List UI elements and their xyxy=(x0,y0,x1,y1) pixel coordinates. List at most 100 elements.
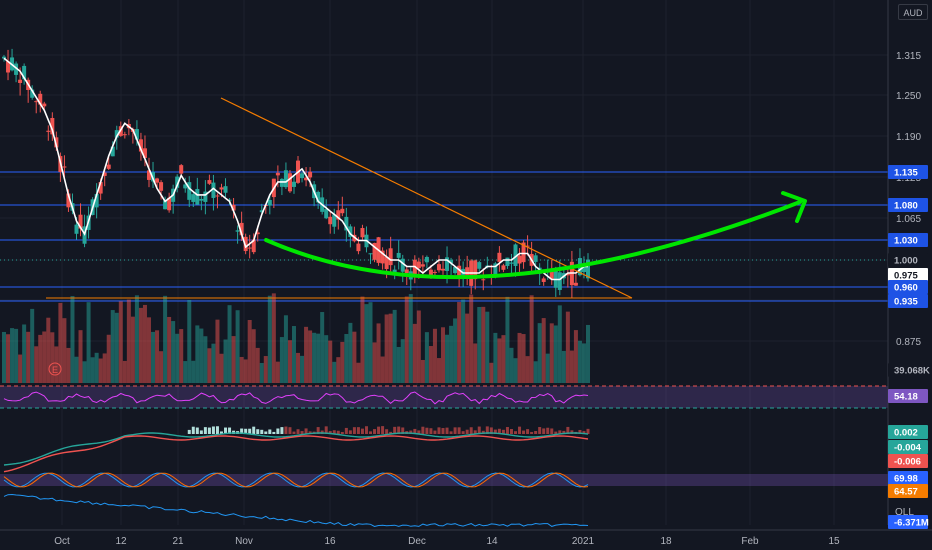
macd-hist-65 xyxy=(264,431,268,434)
macd-hist-106 xyxy=(429,428,433,434)
candle-body-5 xyxy=(22,65,27,80)
volume-bar-63 xyxy=(255,347,260,383)
volume-bar-72 xyxy=(291,326,296,383)
candle-body-85 xyxy=(344,216,349,231)
candle-body-107 xyxy=(432,271,437,273)
volume-bar-84 xyxy=(340,341,345,383)
volume-bar-104 xyxy=(420,359,425,383)
candle-body-122 xyxy=(493,263,498,275)
volume-bar-49 xyxy=(199,328,204,383)
candle-body-111 xyxy=(449,259,454,264)
candle-body-124 xyxy=(501,265,506,270)
macd-hist-137 xyxy=(554,431,558,434)
tag-rsi: 54.18 xyxy=(894,392,918,403)
y-tick-4: 1.065 xyxy=(896,214,921,225)
x-tick-2: 21 xyxy=(172,536,184,547)
macd-hist-89 xyxy=(360,428,364,434)
volume-bar-115 xyxy=(465,313,470,383)
volume-bar-13 xyxy=(54,346,59,383)
trendline[interactable] xyxy=(220,97,633,299)
volume-bar-48 xyxy=(195,325,200,383)
macd-hist-112 xyxy=(453,427,457,434)
macd-hist-81 xyxy=(328,431,332,434)
tag-signal: -0.006 xyxy=(894,457,921,468)
volume-bar-0 xyxy=(2,331,6,383)
macd-hist-71 xyxy=(288,427,292,434)
x-tick-1: 12 xyxy=(115,536,127,547)
currency-label[interactable]: AUD xyxy=(898,4,928,20)
volume-bar-11 xyxy=(46,317,51,383)
macd-hist-49 xyxy=(199,430,203,434)
candle-body-12 xyxy=(50,117,55,135)
volume-bar-107 xyxy=(432,328,437,383)
projection-curve[interactable] xyxy=(264,200,802,280)
candle-body-70 xyxy=(283,170,288,188)
volume-bar-76 xyxy=(308,330,313,383)
macd-hist-132 xyxy=(534,430,538,434)
volume-bar-130 xyxy=(525,356,530,383)
volume-bar-119 xyxy=(481,306,486,383)
candle-body-138 xyxy=(557,272,562,290)
volume-bar-86 xyxy=(348,322,353,383)
time-axis[interactable]: Oct 12 21 Nov 16 Dec 14 2021 18 Feb 15 xyxy=(0,529,932,547)
volume-bar-20 xyxy=(82,361,87,383)
volume-bar-18 xyxy=(74,356,79,383)
candle-body-40 xyxy=(163,200,168,210)
tag-stoch-d-bg xyxy=(888,484,928,498)
candle-body-69 xyxy=(279,178,284,187)
macd-hist-139 xyxy=(562,430,566,434)
volume-bar-12 xyxy=(50,332,55,383)
volume-bar-38 xyxy=(155,330,160,383)
projection-arrow-head xyxy=(781,191,807,223)
volume-bar-70 xyxy=(283,315,288,383)
candle-body-60 xyxy=(243,236,248,252)
volume-bar-116 xyxy=(469,294,474,383)
candle-body-71 xyxy=(287,173,292,192)
macd-hist-120 xyxy=(485,426,489,434)
volume-bar-54 xyxy=(219,353,224,383)
macd-hist-99 xyxy=(401,427,405,434)
macd-hist-50 xyxy=(203,427,207,434)
volume-bar-4 xyxy=(18,354,23,383)
candle-body-24 xyxy=(98,182,103,194)
candle-body-117 xyxy=(473,260,478,280)
volume-bar-19 xyxy=(78,330,83,383)
volume-bar-127 xyxy=(513,358,518,383)
volume-bar-141 xyxy=(569,350,574,383)
volume-bar-123 xyxy=(497,338,502,383)
volume-bar-32 xyxy=(130,316,135,383)
volume-bar-78 xyxy=(316,333,321,383)
macd-hist-143 xyxy=(578,429,582,434)
volume-bar-89 xyxy=(360,296,365,383)
macd-hist-128 xyxy=(518,426,522,434)
volume-bar-87 xyxy=(352,331,357,383)
volume-bar-56 xyxy=(227,305,232,383)
volume-bar-57 xyxy=(231,336,236,383)
candle-body-92 xyxy=(372,242,377,260)
tag-obv: -6.371M xyxy=(894,518,929,529)
candle-body-75 xyxy=(304,177,309,181)
macd-hist-51 xyxy=(207,427,211,434)
macd-hist-129 xyxy=(522,430,526,434)
volume-bar-34 xyxy=(138,307,143,383)
macd-hist-102 xyxy=(413,428,417,434)
volume-bar-74 xyxy=(300,355,305,383)
volume-bar-134 xyxy=(541,318,546,383)
macd-hist-133 xyxy=(538,427,542,434)
volume-bar-39 xyxy=(159,351,164,383)
volume-bar-96 xyxy=(388,313,393,383)
macd-hist-107 xyxy=(433,430,437,434)
earnings-marker[interactable] xyxy=(48,362,62,376)
macd-hist-127 xyxy=(514,431,518,434)
candle-body-81 xyxy=(328,216,333,225)
candle-body-47 xyxy=(191,194,196,202)
candle-body-86 xyxy=(348,226,353,238)
macd-line xyxy=(3,432,589,466)
volume-bar-66 xyxy=(267,295,272,383)
candle-body-36 xyxy=(146,170,151,180)
macd-hist-141 xyxy=(570,430,574,434)
macd-hist-87 xyxy=(352,427,356,434)
volume-bar-110 xyxy=(445,334,450,383)
macd-hist-76 xyxy=(308,431,312,434)
